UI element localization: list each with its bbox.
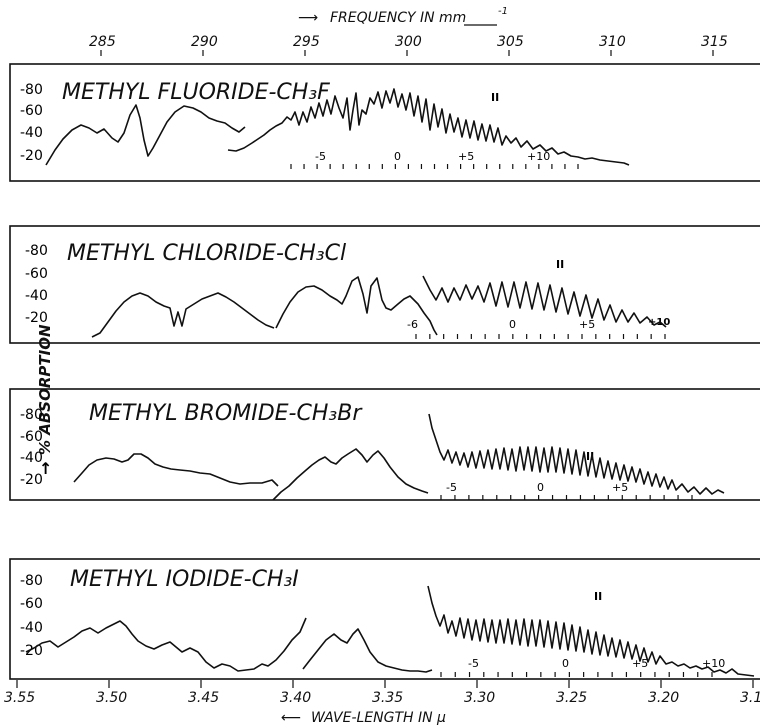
branch-label-ii: II bbox=[491, 91, 499, 104]
top-tick-label: 300 bbox=[395, 34, 422, 50]
top-tick-label: 310 bbox=[599, 34, 626, 50]
j-label: -6 bbox=[407, 318, 418, 331]
top-tick-label: 290 bbox=[191, 34, 218, 50]
panel-title: METHYL IODIDE-CH₃I bbox=[70, 567, 299, 592]
j-label: 0 bbox=[509, 318, 516, 331]
absorption-trace bbox=[302, 628, 433, 673]
bottom-tick-label: 3.15 bbox=[740, 690, 760, 706]
j-label: -5 bbox=[446, 481, 457, 494]
bottom-tick-label: 3.55 bbox=[4, 690, 35, 706]
panel-title: METHYL CHLORIDE-CH₃Cl bbox=[67, 241, 346, 266]
j-scale: -6 0 +5 +10 bbox=[407, 317, 670, 339]
ytick-label: -80 bbox=[20, 82, 43, 98]
ytick-label: -40 bbox=[20, 125, 43, 141]
top-tick-label: 295 bbox=[293, 34, 320, 50]
j-label: +5 bbox=[632, 657, 648, 670]
j-label: +10 bbox=[527, 150, 550, 163]
j-scale: -5 0 +5 bbox=[440, 481, 693, 500]
absorption-trace bbox=[25, 617, 307, 672]
branch-label-ii: II bbox=[594, 590, 602, 603]
absorption-trace bbox=[275, 276, 438, 336]
absorption-trace bbox=[91, 292, 275, 338]
ytick-label: -20 bbox=[25, 310, 48, 326]
ytick-label: -40 bbox=[20, 450, 43, 466]
ytick-label: -20 bbox=[20, 472, 43, 488]
top-axis-unit-exponent: -1 bbox=[498, 6, 508, 17]
ytick-label: -80 bbox=[25, 243, 48, 259]
top-tick-label: 305 bbox=[497, 34, 524, 50]
absorption-trace bbox=[45, 104, 246, 166]
branch-label-ii: II bbox=[586, 450, 594, 463]
absorption-trace bbox=[427, 585, 755, 677]
panel-methyl-iodide: METHYL IODIDE-CH₃I -80 -60 -40 -20 II -5… bbox=[9, 558, 760, 680]
top-tick-label: 315 bbox=[701, 34, 728, 50]
j-scale: -5 0 +5 +10 bbox=[440, 657, 725, 677]
top-tick-label: 285 bbox=[89, 34, 116, 50]
absorption-trace bbox=[272, 448, 429, 501]
panel-frame bbox=[9, 63, 760, 182]
ytick-label: -60 bbox=[20, 429, 43, 445]
ytick-label: -80 bbox=[20, 573, 43, 589]
panel-methyl-bromide: METHYL BROMIDE-CH₃Br -80 -60 -40 -20 II … bbox=[9, 388, 760, 501]
bottom-tick-label: 3.30 bbox=[464, 690, 495, 706]
j-label: -5 bbox=[315, 150, 326, 163]
bottom-tick-label: 3.45 bbox=[188, 690, 219, 706]
ytick-label: -80 bbox=[20, 407, 43, 423]
ytick-label: -20 bbox=[20, 148, 43, 164]
ytick-label: -60 bbox=[25, 266, 48, 282]
bottom-tick-label: 3.35 bbox=[372, 690, 403, 706]
bottom-axis-label: WAVE-LENGTH IN μ bbox=[311, 710, 446, 726]
j-label: -5 bbox=[468, 657, 479, 670]
bottom-tick-label: 3.40 bbox=[280, 690, 311, 706]
panel-methyl-chloride: METHYL CHLORIDE-CH₃Cl -80 -60 -40 -20 II… bbox=[9, 225, 760, 344]
top-axis-label: FREQUENCY IN mm bbox=[330, 10, 466, 26]
j-label: 0 bbox=[537, 481, 544, 494]
panel-frame bbox=[9, 558, 760, 680]
panel-methyl-fluoride: METHYL FLUORIDE-CH₃F -80 -60 -40 -20 II … bbox=[9, 63, 760, 182]
bottom-axis: 3.55 3.50 3.45 3.40 3.35 3.30 3.25 3.20 3.15 ⟵ W… bbox=[4, 680, 760, 726]
top-axis-ticks: 285 290 295 300 305 310 315 bbox=[89, 34, 728, 56]
absorption-trace bbox=[227, 88, 630, 166]
j-label: +5 bbox=[612, 481, 628, 494]
y-axis-arrow: ↑ bbox=[39, 459, 52, 478]
j-label: 0 bbox=[562, 657, 569, 670]
j-scale: -5 0 +5 +10 bbox=[290, 150, 579, 169]
ytick-label: -60 bbox=[20, 596, 43, 612]
absorption-trace bbox=[428, 413, 725, 495]
absorption-trace bbox=[73, 453, 279, 487]
panel-frame bbox=[9, 388, 760, 501]
bottom-axis-arrow: ⟵ bbox=[281, 710, 301, 726]
ytick-label: -20 bbox=[20, 643, 43, 659]
ytick-label: -40 bbox=[25, 288, 48, 304]
ytick-label: -60 bbox=[20, 103, 43, 119]
branch-label-ii: II bbox=[556, 258, 564, 271]
j-label: 0 bbox=[394, 150, 401, 163]
panel-title: METHYL BROMIDE-CH₃Br bbox=[89, 401, 363, 426]
absorption-trace bbox=[422, 275, 667, 328]
bottom-tick-label: 3.20 bbox=[648, 690, 679, 706]
bottom-tick-label: 3.50 bbox=[96, 690, 127, 706]
panel-frame bbox=[9, 225, 760, 344]
panel-title: METHYL FLUORIDE-CH₃F bbox=[62, 80, 330, 105]
top-axis-arrow: ⟶ bbox=[298, 10, 318, 26]
bottom-axis-ticks: 3.55 3.50 3.45 3.40 3.35 3.30 3.25 3.20 3.15 bbox=[4, 680, 760, 706]
j-label: +5 bbox=[579, 318, 595, 331]
top-axis: ⟶ FREQUENCY IN mm -1 285 290 295 300 305 310 3… bbox=[89, 6, 728, 56]
j-label: +5 bbox=[458, 150, 474, 163]
ytick-label: -40 bbox=[20, 620, 43, 636]
bottom-tick-label: 3.25 bbox=[556, 690, 587, 706]
